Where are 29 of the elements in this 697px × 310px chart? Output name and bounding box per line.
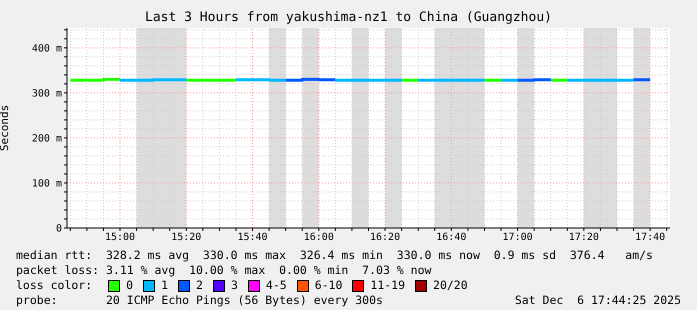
text: packet loss: 3.11 % avg 10.00 % max 0.00 % min 7.03 % now bbox=[16, 263, 432, 278]
text: Sat Dec 6 17:44:25 2025 bbox=[514, 293, 681, 308]
text: probe: 20 ICMP Echo Pings (56 Bytes) every 300s bbox=[16, 293, 383, 308]
legend-label: 2 bbox=[196, 278, 203, 293]
legend-label: 20/20 bbox=[433, 278, 468, 293]
legend-label: 11-19 bbox=[370, 278, 406, 293]
legend-label: 6-10 bbox=[314, 278, 342, 293]
x-tick-label: 15:00 bbox=[104, 232, 136, 244]
y-tick-label: 300 m bbox=[32, 88, 62, 100]
x-tick-label: 17:40 bbox=[635, 232, 666, 244]
x-tick-label: 17:00 bbox=[502, 232, 533, 244]
x-tick-label: 15:20 bbox=[171, 232, 202, 244]
text: median rtt: 328.2 ms avg 330.0 ms max 326.4 ms min 330.0 ms now 0.9 ms sd 376.4 am/s bbox=[16, 248, 654, 263]
x-tick-label: 16:20 bbox=[370, 232, 400, 244]
legend-label: 3 bbox=[230, 278, 238, 293]
legend-title: loss color: bbox=[16, 278, 92, 293]
y-tick-label: 100 m bbox=[32, 178, 62, 190]
x-tick-label: 15:40 bbox=[237, 232, 268, 244]
legend-label: 4-5 bbox=[266, 278, 287, 293]
x-tick-label: 17:20 bbox=[568, 232, 599, 244]
y-tick-label: 0 bbox=[56, 224, 62, 235]
chart-title: Last 3 Hours from yakushima-nz1 to China (Guangzhou) bbox=[144, 10, 553, 25]
x-tick-label: 16:40 bbox=[436, 232, 466, 244]
legend-label: 0 bbox=[126, 278, 134, 293]
x-tick-label: 16:00 bbox=[304, 232, 334, 244]
legend-label: 1 bbox=[161, 278, 168, 293]
y-tick-label: 200 m bbox=[32, 133, 62, 144]
y-tick-label: 400 m bbox=[32, 43, 62, 54]
y-axis-title: Seconds bbox=[0, 104, 11, 152]
